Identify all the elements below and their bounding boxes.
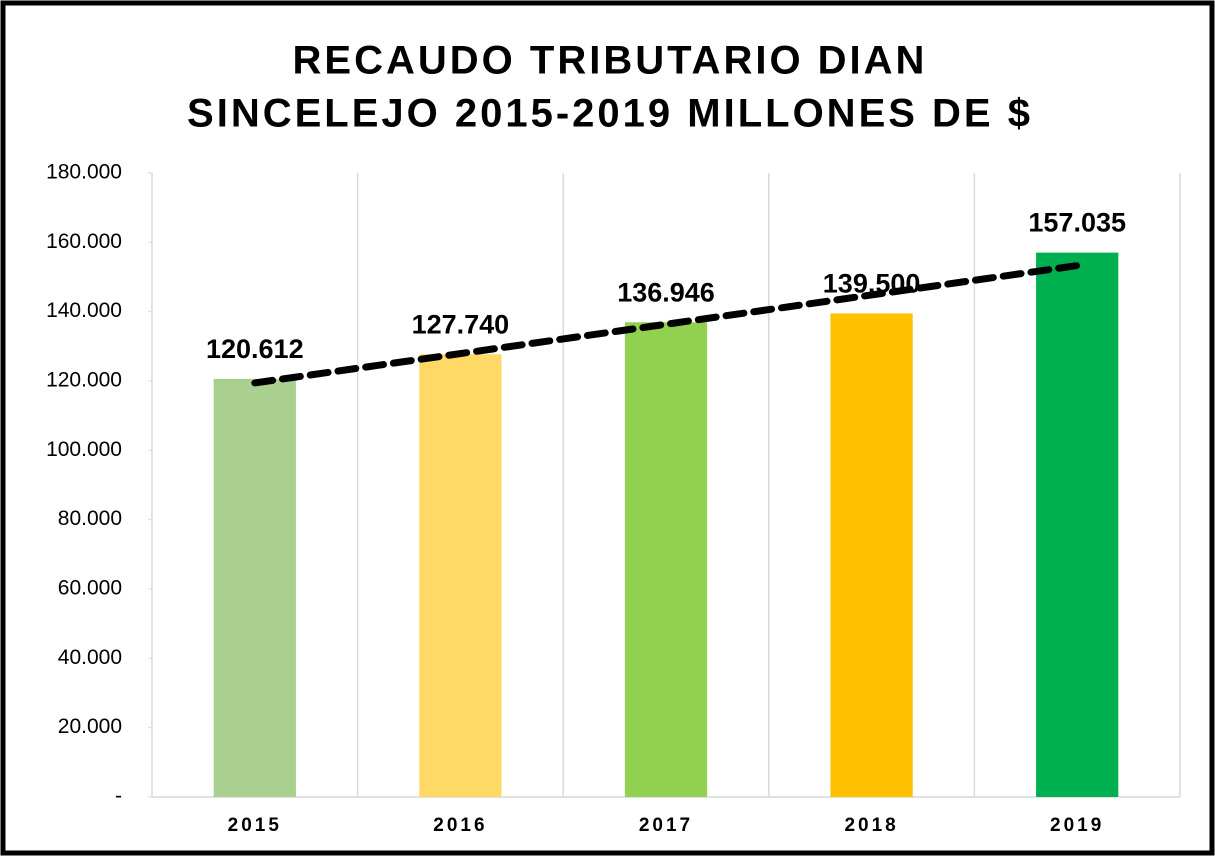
bar <box>213 378 296 797</box>
bar <box>419 354 502 797</box>
bar <box>624 322 708 797</box>
x-tick-label: 2017 <box>639 815 693 836</box>
y-tick-label: 20.000 <box>58 715 122 738</box>
y-tick-label: - <box>115 785 122 808</box>
data-label: 120.612 <box>206 334 304 364</box>
bar <box>830 313 913 797</box>
chart-title: RECAUDO TRIBUTARIO DIAN <box>293 39 928 83</box>
bar <box>1036 252 1119 797</box>
trendline <box>251 262 1081 387</box>
data-label: 157.035 <box>1028 208 1126 238</box>
data-label: 127.740 <box>412 309 510 339</box>
x-tick-label: 2019 <box>1050 815 1104 836</box>
x-tick-label: 2015 <box>228 815 282 836</box>
y-tick-label: 140.000 <box>46 299 122 322</box>
data-label: 139.500 <box>823 269 921 299</box>
chart-title: SINCELEJO 2015-2019 MILLONES DE $ <box>187 92 1033 136</box>
y-tick-label: 60.000 <box>58 577 122 600</box>
data-label: 136.946 <box>617 277 715 307</box>
y-tick-label: 80.000 <box>58 507 122 530</box>
y-tick-label: 160.000 <box>46 230 122 253</box>
x-tick-label: 2016 <box>433 815 487 836</box>
y-tick-label: 180.000 <box>46 161 122 184</box>
x-tick-label: 2018 <box>844 815 898 836</box>
y-tick-label: 40.000 <box>58 646 122 669</box>
y-tick-label: 120.000 <box>46 369 122 392</box>
y-tick-label: 100.000 <box>46 438 122 461</box>
